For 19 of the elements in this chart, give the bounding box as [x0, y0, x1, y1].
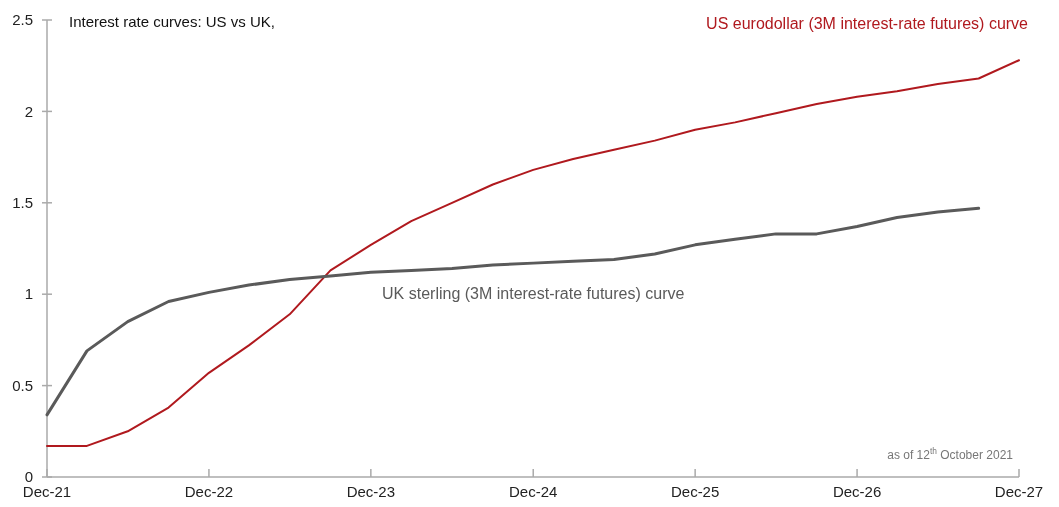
x-tick-label: Dec-21 — [22, 483, 72, 500]
line-series — [46, 59, 1020, 447]
x-tick-label: Dec-27 — [994, 483, 1044, 500]
y-tick-label: 0 — [24, 468, 33, 486]
annotation: as of 12$^{th}$ October 2021 — [887, 446, 1014, 462]
y-tick-label: 1 — [24, 285, 33, 303]
x-tick-label: Dec-23 — [346, 483, 396, 500]
y-tick-label: 2 — [24, 102, 33, 120]
y-tick-label: 0.5 — [12, 376, 33, 394]
series-label: US eurodollar (3M interest-rate futures) curve — [706, 14, 1029, 32]
x-tick-label: Dec-24 — [509, 483, 558, 500]
chart-title: Interest rate curves: US vs UK, — [69, 13, 275, 30]
y-tick-label: 2.5 — [12, 11, 33, 29]
line-series — [45, 206, 981, 417]
x-tick-label: Dec-26 — [832, 483, 882, 500]
x-tick-label: Dec-25 — [670, 483, 720, 500]
x-tick-label: Dec-22 — [184, 483, 234, 500]
y-tick-label: 1.5 — [12, 194, 33, 212]
series-label: UK sterling (3M interest-rate futures) curve — [382, 285, 685, 303]
